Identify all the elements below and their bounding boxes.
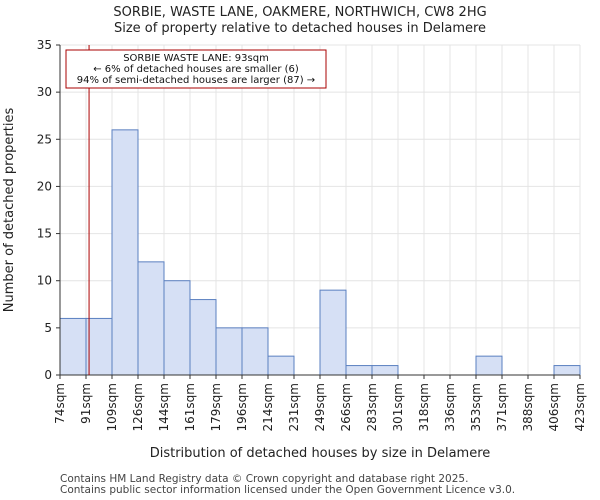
bar xyxy=(111,129,139,376)
bar xyxy=(163,280,191,376)
bar xyxy=(475,355,503,376)
x-tick-label: 318sqm xyxy=(417,383,431,431)
x-tick-labels: 74sqm 91sqm 109sqm 126sqm 144sqm 161sqm 179sqm… xyxy=(53,375,587,431)
y-tick-label: 15 xyxy=(37,227,52,241)
footer-line-1: Contains HM Land Registry data © Crown c… xyxy=(60,473,469,485)
bar xyxy=(85,317,113,376)
chart-title: SORBIE, WASTE LANE, OAKMERE, NORTHWICH, … xyxy=(113,5,486,20)
histogram-chart: SORBIE, WASTE LANE, OAKMERE, NORTHWICH, … xyxy=(2,5,587,461)
x-axis-label: Distribution of detached houses by size … xyxy=(150,446,491,461)
x-tick-label: 388sqm xyxy=(521,383,535,431)
x-tick-label: 353sqm xyxy=(469,383,483,431)
x-tick-label: 336sqm xyxy=(443,383,457,431)
chart-subtitle: Size of property relative to detached ho… xyxy=(114,21,486,36)
bar xyxy=(137,261,165,376)
x-tick-label: 283sqm xyxy=(365,383,379,431)
x-tick-label: 91sqm xyxy=(79,383,93,424)
bar xyxy=(553,365,581,376)
y-tick-labels: 0 5 10 15 20 25 30 35 xyxy=(37,38,60,382)
annotation-line: 94% of semi-detached houses are larger (… xyxy=(77,75,315,86)
footer-line-2: Contains public sector information licen… xyxy=(60,484,516,496)
x-tick-label: 214sqm xyxy=(261,383,275,431)
annotation-line: SORBIE WASTE LANE: 93sqm xyxy=(123,53,269,64)
x-tick-label: 126sqm xyxy=(131,383,145,431)
property-marker: SORBIE WASTE LANE: 93sqm← 6% of detached… xyxy=(65,45,327,375)
bar xyxy=(267,355,295,376)
x-tick-label: 371sqm xyxy=(495,383,509,431)
y-tick-label: 5 xyxy=(44,321,52,335)
y-tick-label: 10 xyxy=(37,274,52,288)
x-tick-label: 249sqm xyxy=(313,383,327,431)
x-tick-label: 196sqm xyxy=(235,383,249,431)
bar xyxy=(345,365,373,376)
bar xyxy=(189,299,217,376)
bar xyxy=(241,327,269,376)
x-tick-label: 231sqm xyxy=(287,383,301,431)
y-tick-label: 0 xyxy=(44,368,52,382)
y-tick-label: 20 xyxy=(37,179,52,193)
y-tick-label: 30 xyxy=(37,85,52,99)
bar xyxy=(319,289,347,376)
x-tick-label: 266sqm xyxy=(339,383,353,431)
y-tick-label: 35 xyxy=(37,38,52,52)
bar xyxy=(215,327,243,376)
annotation-line: ← 6% of detached houses are smaller (6) xyxy=(93,64,299,75)
bar xyxy=(59,317,87,376)
x-tick-label: 179sqm xyxy=(209,383,223,431)
x-tick-label: 406sqm xyxy=(547,383,561,431)
x-tick-label: 144sqm xyxy=(157,383,171,431)
bar xyxy=(371,365,399,376)
y-tick-label: 25 xyxy=(37,132,52,146)
x-tick-label: 109sqm xyxy=(105,383,119,431)
x-tick-label: 301sqm xyxy=(391,383,405,431)
annotation-box xyxy=(65,49,327,89)
x-tick-label: 161sqm xyxy=(183,383,197,431)
y-axis-label: Number of detached properties xyxy=(2,108,17,313)
x-tick-label: 74sqm xyxy=(53,383,67,424)
bars xyxy=(59,129,581,376)
x-tick-label: 423sqm xyxy=(573,383,587,431)
